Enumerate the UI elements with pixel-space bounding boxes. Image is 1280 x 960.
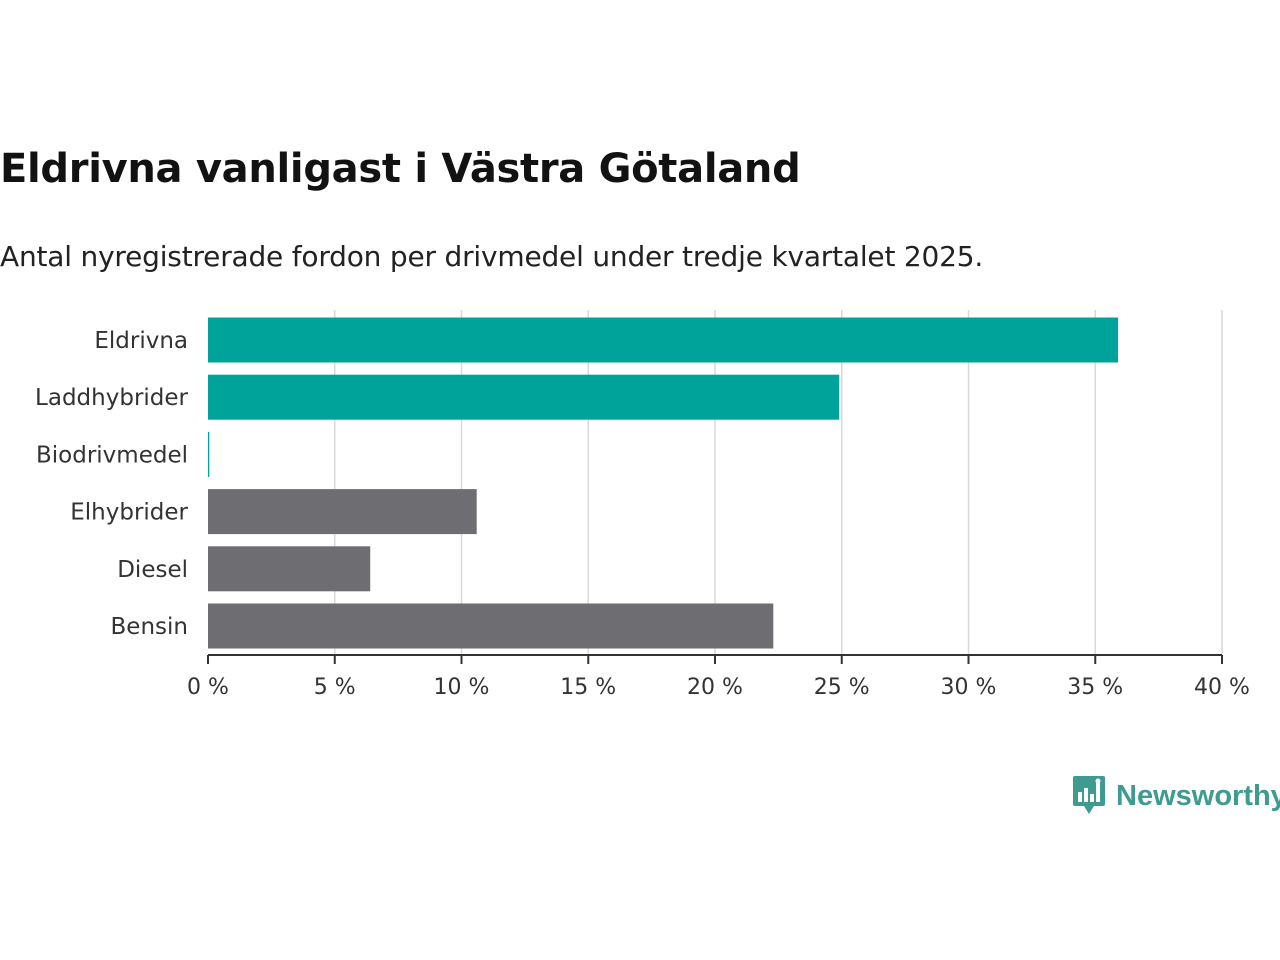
bar-biodrivmedel: [208, 431, 210, 477]
chart-title: Eldrivna vanligast i Västra Götaland: [0, 146, 801, 192]
category-label-biodrivmedel: Biodrivmedel: [36, 442, 188, 468]
gridlines: [334, 310, 1223, 655]
x-tick-label-0: 0 %: [187, 675, 229, 700]
category-label-bensin: Bensin: [111, 614, 188, 640]
chart-subtitle: Antal nyregistrerade fordon per drivmede…: [0, 240, 984, 273]
x-tick-label-35: 35 %: [1067, 675, 1123, 700]
bar-bensin: [208, 603, 774, 649]
x-tick-label-20: 20 %: [687, 675, 743, 700]
x-axis: 0 % 5 % 10 % 15 % 20 % 25 % 30 % 35 % 40 %: [187, 654, 1250, 700]
bars: [208, 317, 1119, 649]
category-label-diesel: Diesel: [117, 557, 188, 583]
x-tick-label-15: 15 %: [560, 675, 616, 700]
brand-logo: Newsworthy: [1072, 774, 1280, 818]
newsworthy-logo-icon: [1073, 776, 1105, 814]
x-tick-label-25: 25 %: [814, 675, 870, 700]
category-label-eldrivna: Eldrivna: [94, 328, 188, 354]
category-labels: Eldrivna Laddhybrider Biodrivmedel Elhybrid…: [35, 328, 188, 640]
bar-eldrivna: [208, 317, 1119, 363]
brand-name: Newsworthy: [1116, 779, 1280, 812]
bar-laddhybrider: [208, 374, 840, 420]
category-label-elhybrider: Elhybrider: [70, 500, 188, 526]
bar-elhybrider: [208, 489, 477, 535]
bar-diesel: [208, 546, 371, 592]
x-tick-label-5: 5 %: [314, 675, 356, 700]
category-label-laddhybrider: Laddhybrider: [35, 385, 188, 411]
x-tick-label-40: 40 %: [1194, 675, 1250, 700]
x-tick-label-10: 10 %: [434, 675, 490, 700]
bar-chart: Eldrivna Laddhybrider Biodrivmedel Elhybrid…: [35, 310, 1250, 700]
x-tick-label-30: 30 %: [941, 675, 997, 700]
